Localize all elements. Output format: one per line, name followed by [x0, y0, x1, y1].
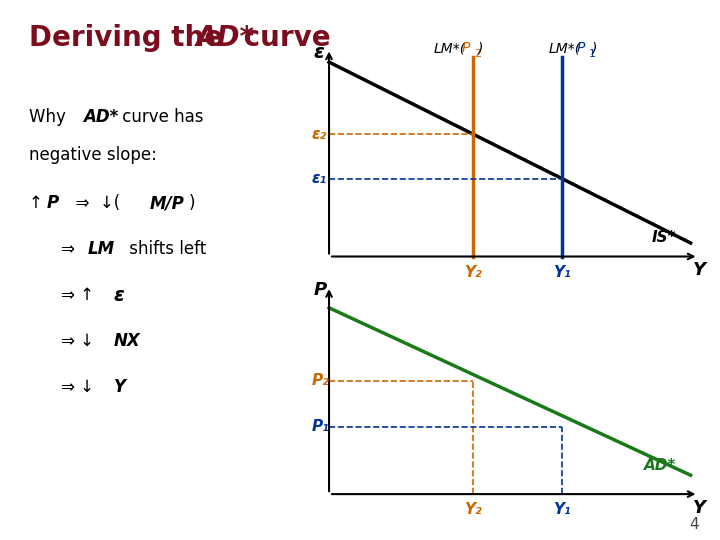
Text: Y₂: Y₂ — [464, 502, 482, 517]
Text: ): ) — [189, 194, 195, 212]
Text: Y₁: Y₁ — [554, 502, 571, 517]
Text: LM*(: LM*( — [434, 42, 466, 55]
Text: M/P: M/P — [150, 194, 184, 212]
Text: ε₁: ε₁ — [312, 171, 327, 186]
Text: LM: LM — [88, 240, 115, 258]
Text: Y: Y — [693, 261, 706, 279]
Text: ⇒  ↓(: ⇒ ↓( — [65, 194, 120, 212]
Text: ⇒ ↓: ⇒ ↓ — [61, 378, 94, 396]
Text: negative slope:: negative slope: — [29, 146, 157, 164]
Text: AD*: AD* — [196, 24, 255, 52]
Text: shifts left: shifts left — [124, 240, 206, 258]
Text: ): ) — [477, 42, 483, 55]
Text: LM*(: LM*( — [549, 42, 581, 55]
Text: P: P — [462, 42, 470, 55]
Text: ): ) — [593, 42, 598, 55]
Text: 4: 4 — [689, 517, 698, 532]
Text: Y₂: Y₂ — [464, 265, 482, 280]
Text: ε: ε — [114, 286, 125, 305]
Text: IS*: IS* — [652, 230, 676, 245]
Text: Why: Why — [29, 108, 71, 126]
Text: NX: NX — [114, 332, 140, 350]
Text: curve has: curve has — [117, 108, 203, 126]
Text: 1: 1 — [588, 49, 595, 59]
Text: 2: 2 — [474, 49, 481, 59]
Text: ⇒: ⇒ — [61, 240, 81, 258]
Text: P: P — [577, 42, 585, 55]
Text: P₂: P₂ — [312, 373, 329, 388]
Text: ε₂: ε₂ — [312, 126, 327, 141]
Text: P₁: P₁ — [312, 419, 329, 434]
Text: P: P — [313, 281, 327, 299]
Text: Y: Y — [693, 498, 706, 517]
Text: Deriving the: Deriving the — [29, 24, 233, 52]
Text: ↑: ↑ — [29, 194, 42, 212]
Text: ⇒ ↑: ⇒ ↑ — [61, 286, 94, 304]
Text: Y₁: Y₁ — [554, 265, 571, 280]
Text: curve: curve — [234, 24, 330, 52]
Text: Y: Y — [114, 378, 126, 396]
Text: AD*: AD* — [83, 108, 118, 126]
Text: ε: ε — [313, 43, 325, 62]
Text: P: P — [47, 194, 59, 212]
Text: ⇒ ↓: ⇒ ↓ — [61, 332, 94, 350]
Text: AD*: AD* — [644, 458, 676, 473]
